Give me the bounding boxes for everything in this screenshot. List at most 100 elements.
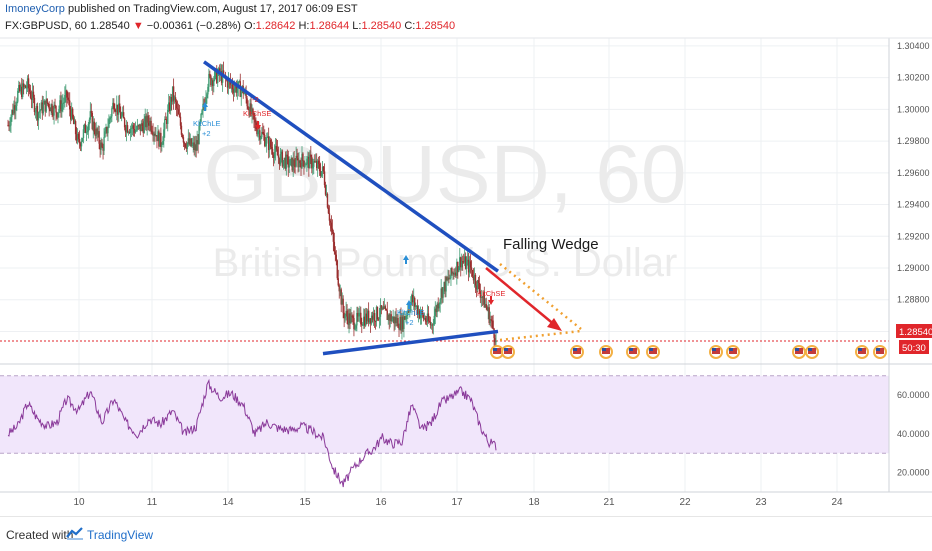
y-tick-label: 1.29400: [897, 200, 930, 210]
candle-body: [424, 318, 427, 322]
candle-body: [379, 305, 382, 317]
candle-body: [342, 298, 344, 313]
x-tick-label: 11: [147, 497, 158, 508]
candle-body: [405, 315, 407, 320]
candle-body: [179, 116, 182, 126]
candle-body: [258, 130, 260, 132]
economic-event-flag-icon: [709, 345, 723, 359]
candle-body: [278, 157, 281, 165]
candle-body: [353, 318, 355, 330]
candle-body: [315, 160, 317, 162]
candle-body: [99, 143, 101, 150]
event-flag-canton: [629, 348, 633, 351]
candle-body: [404, 316, 406, 320]
rsi-line: [7, 378, 497, 488]
candle-body: [116, 104, 118, 112]
candle-body: [345, 310, 347, 315]
candle-body: [120, 115, 123, 119]
rsi-band: [0, 375, 889, 454]
candle-body: [65, 90, 67, 95]
candle-body: [234, 85, 237, 89]
candle-body: [19, 85, 21, 92]
short-signal-arrow-icon: [255, 121, 261, 130]
candle-body: [443, 282, 445, 288]
candle-body: [293, 159, 295, 166]
candle-body: [50, 104, 52, 112]
candle-body: [100, 142, 102, 150]
candle-body: [341, 298, 343, 305]
candle-body: [148, 122, 150, 126]
candle-body: [302, 153, 304, 161]
footer: Created with TradingView: [0, 516, 932, 551]
candle-body: [449, 278, 451, 280]
candle-body: [140, 123, 142, 132]
candle-body: [481, 296, 484, 298]
countdown-badge: 50:30: [899, 340, 929, 354]
candle-body: [155, 135, 157, 136]
candle-body: [485, 304, 487, 308]
long-signal-arrow-icon: [202, 102, 208, 111]
candle-body: [304, 165, 306, 167]
candle-body: [450, 268, 452, 279]
candle-body: [144, 116, 146, 122]
long-signal-qty: +2: [202, 129, 211, 138]
candle-body: [81, 137, 84, 142]
tradingview-link[interactable]: TradingView: [87, 528, 154, 542]
candle-body: [363, 316, 365, 325]
short-signal-label: KltChSE: [243, 109, 271, 118]
candle-body: [29, 91, 32, 98]
candle-body: [170, 97, 173, 102]
candle-body: [332, 231, 335, 242]
candle-body: [105, 127, 107, 132]
author-link[interactable]: ImoneyCorp: [5, 3, 65, 15]
candle-body: [454, 272, 456, 275]
candle-body: [139, 124, 141, 132]
short-signal-label: KltChSE: [477, 289, 505, 298]
candle-body: [13, 105, 15, 114]
candle-body: [167, 109, 169, 124]
candle-body: [266, 137, 268, 144]
candle-body: [432, 324, 435, 326]
candle-body: [477, 280, 480, 283]
candle-body: [309, 154, 311, 169]
candle-body: [254, 119, 256, 123]
candle-body: [16, 101, 18, 106]
candle-body: [470, 267, 473, 270]
price-chart[interactable]: GBPUSD, 60 British Pound / U.S. Dollar K…: [0, 0, 932, 516]
candle-body: [271, 148, 274, 155]
candle-body: [343, 312, 345, 319]
candle-body: [296, 155, 298, 159]
candle-body: [95, 128, 97, 136]
candle-body: [12, 110, 14, 114]
candle-body: [283, 157, 286, 161]
low-value: 1.28540: [361, 20, 402, 32]
candle-body: [361, 324, 363, 326]
candle-body: [138, 124, 141, 126]
candle-body: [102, 147, 104, 151]
candle-body: [348, 313, 350, 325]
candle-body: [486, 307, 488, 311]
candle-body: [323, 171, 326, 186]
candle-body: [388, 314, 390, 321]
candle-body: [61, 103, 63, 112]
candle-body: [480, 296, 483, 298]
candle-body: [267, 136, 269, 138]
candle-body: [180, 125, 183, 135]
candle-body: [488, 307, 490, 324]
candle-body: [458, 267, 460, 272]
candle-body: [123, 118, 126, 128]
candle-body: [368, 318, 371, 323]
candle-body: [334, 251, 337, 255]
candle-body: [409, 310, 411, 312]
candle-body: [89, 111, 92, 120]
candle-body: [169, 102, 171, 111]
candle-body: [30, 97, 33, 101]
candle-body: [457, 261, 459, 272]
candle-body: [195, 144, 197, 151]
economic-event-flag-icon: [792, 345, 806, 359]
candle-body: [163, 129, 165, 141]
candle-body: [447, 277, 449, 281]
rsi-pane: [0, 375, 889, 488]
candle-body: [372, 313, 375, 320]
